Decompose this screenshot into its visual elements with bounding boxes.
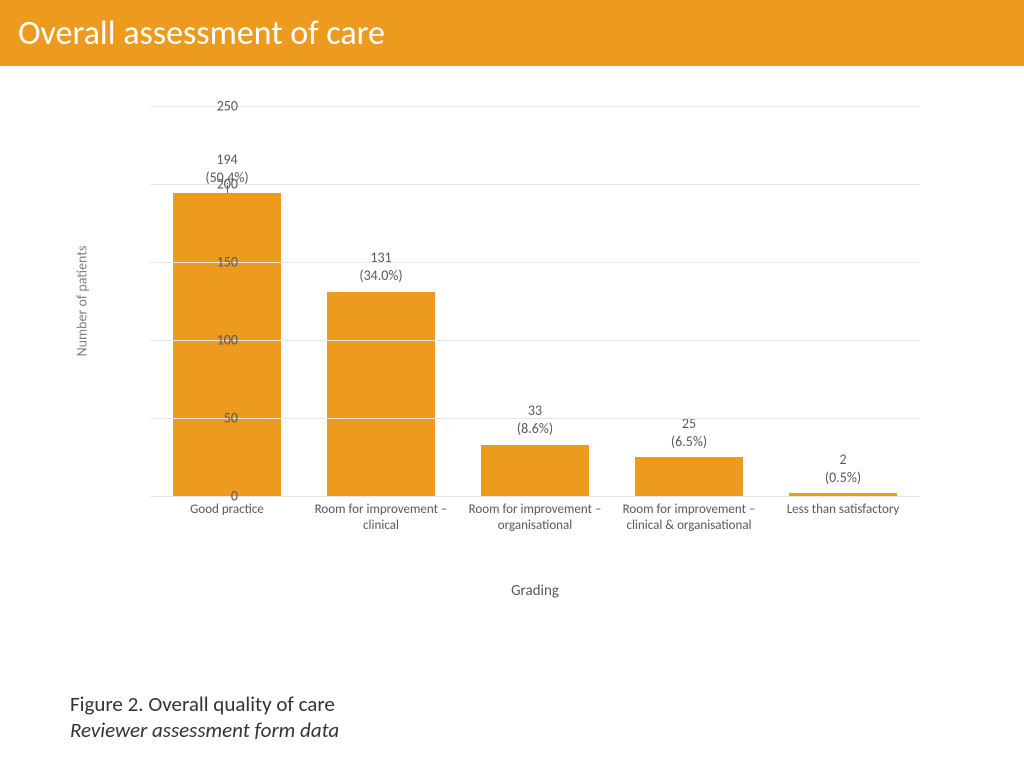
bars-container: 194(50.4%)131(34.0%) 33(8.6%)25(6.5%)2(0.… bbox=[150, 106, 920, 496]
y-tick-label: 200 bbox=[178, 176, 238, 193]
x-category-label: Room for improvement – clinical & organi… bbox=[612, 502, 766, 535]
bar-value-percent: (8.6%) bbox=[458, 420, 612, 438]
bar-value-percent: (34.0%) bbox=[304, 267, 458, 285]
bar-slot: 25(6.5%) bbox=[612, 106, 766, 496]
bar-value-label: 2(0.5%) bbox=[766, 451, 920, 487]
bar-value-number: 131 bbox=[304, 249, 458, 267]
bar-slot: 2(0.5%) bbox=[766, 106, 920, 496]
bar-value-percent: (0.5%) bbox=[766, 469, 920, 487]
y-axis-title: Number of patients bbox=[74, 246, 91, 357]
gridline bbox=[150, 496, 920, 497]
gridline bbox=[150, 340, 920, 341]
bar-value-percent: (6.5%) bbox=[612, 433, 766, 451]
chart-plot-area: 194(50.4%)131(34.0%) 33(8.6%)25(6.5%)2(0.… bbox=[150, 106, 920, 496]
y-tick-label: 100 bbox=[178, 332, 238, 349]
bar-value-label: 33(8.6%) bbox=[458, 402, 612, 438]
gridline bbox=[150, 184, 920, 185]
y-tick-label: 250 bbox=[178, 98, 238, 115]
bar bbox=[635, 457, 743, 496]
bar-slot: 194(50.4%) bbox=[150, 106, 304, 496]
bar-slot: 131(34.0%) bbox=[304, 106, 458, 496]
x-category-label: Good practice bbox=[150, 502, 304, 518]
x-axis-title: Grading bbox=[150, 582, 920, 600]
header-bar: Overall assessment of care bbox=[0, 0, 1024, 66]
gridline bbox=[150, 418, 920, 419]
bar-slot: 33(8.6%) bbox=[458, 106, 612, 496]
bar-value-label: 131(34.0%) bbox=[304, 249, 458, 285]
gridline bbox=[150, 106, 920, 107]
figure-caption: Figure 2. Overall quality of care Review… bbox=[70, 691, 1024, 743]
x-category-label: Less than satisfactory bbox=[766, 502, 920, 518]
page-title: Overall assessment of care bbox=[18, 13, 385, 54]
caption-subtitle: Reviewer assessment form data bbox=[70, 717, 1024, 743]
x-category-label: Room for improvement – clinical bbox=[304, 502, 458, 535]
bar-chart: Number of patients 194(50.4%)131(34.0%) 3… bbox=[0, 66, 1024, 626]
bar bbox=[327, 292, 435, 496]
x-category-label: Room for improvement – organisational bbox=[458, 502, 612, 535]
bar-value-number: 194 bbox=[150, 151, 304, 169]
caption-title: Figure 2. Overall quality of care bbox=[70, 691, 1024, 717]
bar bbox=[481, 445, 589, 496]
y-tick-label: 50 bbox=[178, 410, 238, 427]
y-tick-label: 150 bbox=[178, 254, 238, 271]
bar-value-number: 2 bbox=[766, 451, 920, 469]
bar-value-label: 25(6.5%) bbox=[612, 415, 766, 451]
gridline bbox=[150, 262, 920, 263]
